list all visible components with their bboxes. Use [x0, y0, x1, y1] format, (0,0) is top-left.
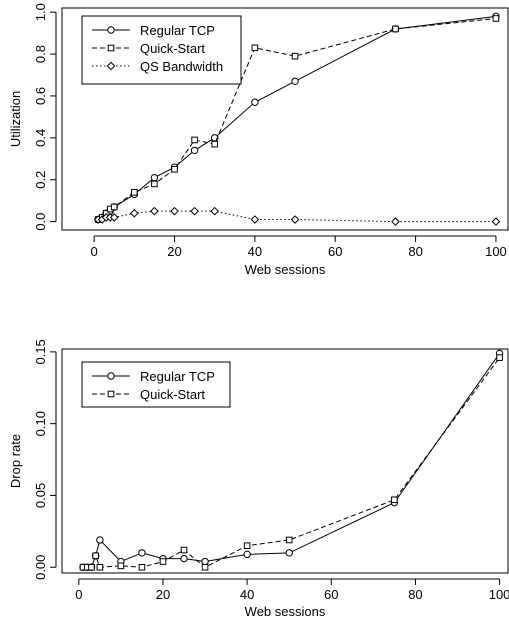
y-tick-label: 0.8	[33, 45, 48, 63]
data-point-square	[117, 562, 125, 570]
legend-marker-square	[107, 44, 115, 52]
x-axis: 0 20 40 60 80 100 Web sessions	[75, 578, 509, 619]
data-point-diamond	[170, 206, 179, 216]
legend-marker-square	[107, 390, 115, 398]
data-point-square	[92, 552, 99, 560]
y-tick-label: 0.10	[33, 411, 48, 436]
legend: Regular TCP Quick-Start	[81, 361, 231, 408]
y-tick-label: 0.0	[33, 213, 48, 231]
legend-marker-diamond	[106, 61, 116, 71]
x-tick-label: 20	[156, 587, 170, 602]
data-point-circle	[201, 557, 209, 566]
legend: Regular TCP Quick-Start QS Bandwidth	[81, 15, 242, 85]
data-point-square	[171, 165, 178, 173]
y-tick-label: 0.00	[33, 555, 48, 580]
x-axis-title: Web sessions	[245, 262, 326, 277]
x-tick-label: 80	[408, 587, 422, 602]
data-point-diamond	[391, 217, 400, 226]
y-axis: 0.0 0.2 0.4 0.6 0.8 1.0 Utilization	[8, 3, 57, 231]
data-point-square	[96, 563, 104, 571]
series-quick-start	[79, 354, 503, 571]
x-tick-label: 100	[489, 587, 509, 602]
legend-label: QS Bandwidth	[140, 59, 223, 74]
y-tick-label: 0.15	[33, 339, 48, 364]
x-tick-label: 60	[324, 587, 338, 602]
data-point-diamond	[109, 213, 119, 222]
data-point-circle	[291, 77, 299, 86]
chart-panel-2: 0 20 40 60 80 100 Web sessions 0.00 0.05 0.10 0.15…	[8, 339, 509, 619]
legend-marker-circle	[107, 26, 115, 34]
data-point-circle	[150, 173, 159, 182]
data-point-square	[496, 354, 503, 361]
y-axis-title: Drop rate	[8, 434, 23, 488]
plot-frame	[61, 348, 509, 574]
legend-label: Quick-Start	[140, 41, 205, 56]
data-point-square	[110, 203, 118, 211]
data-point-square	[285, 536, 293, 544]
data-point-square	[392, 25, 399, 33]
data-point-square	[159, 558, 167, 565]
x-tick-label: 0	[91, 244, 98, 259]
x-axis-title: Web sessions	[245, 604, 326, 619]
series-qs-bandwidth	[93, 206, 501, 226]
data-point-diamond	[190, 206, 199, 216]
data-point-circle	[96, 536, 104, 544]
data-point-square	[492, 15, 500, 22]
data-point-circle	[285, 549, 293, 557]
data-point-diamond	[491, 217, 501, 226]
data-point-diamond	[150, 206, 159, 216]
plot-frame	[61, 7, 509, 231]
x-tick-label: 40	[248, 244, 262, 259]
data-point-diamond	[250, 215, 260, 224]
chart-panel-1: 0 20 40 60 80 100 Web sessions 0.0 0.2 0.4 0.6 0.8 1…	[8, 3, 509, 277]
x-tick-label: 100	[485, 244, 507, 259]
y-tick-label: 0.6	[33, 87, 48, 105]
data-point-square	[191, 136, 198, 144]
legend-box	[81, 361, 231, 408]
data-point-diamond	[210, 206, 219, 216]
data-point-square	[243, 542, 251, 550]
legend-label: Quick-Start	[140, 387, 205, 402]
data-point-square	[391, 496, 398, 504]
y-axis: 0.00 0.05 0.10 0.15 Drop rate	[8, 339, 57, 580]
y-tick-label: 0.4	[33, 129, 48, 147]
x-tick-label: 40	[240, 587, 254, 602]
data-point-circle	[243, 550, 251, 559]
x-axis: 0 20 40 60 80 100 Web sessions	[91, 235, 507, 277]
data-point-circle	[180, 554, 188, 563]
x-tick-label: 20	[167, 244, 181, 259]
data-point-diamond	[130, 208, 139, 218]
data-point-diamond	[290, 215, 300, 224]
y-tick-label: 0.2	[33, 171, 48, 189]
data-point-square	[138, 563, 146, 571]
legend-label: Regular TCP	[140, 23, 215, 38]
y-tick-label: 1.0	[33, 3, 48, 21]
data-point-square	[151, 180, 158, 188]
data-point-circle	[138, 549, 146, 557]
data-point-square	[180, 546, 188, 554]
x-tick-label: 0	[75, 587, 82, 602]
legend-marker-circle	[107, 372, 115, 380]
legend-label: Regular TCP	[140, 369, 215, 384]
y-axis-title: Utilization	[8, 91, 23, 147]
x-tick-label: 60	[328, 244, 342, 259]
x-tick-label: 80	[408, 244, 422, 259]
data-point-square	[211, 140, 218, 148]
data-point-square	[88, 563, 95, 571]
data-point-square	[201, 563, 209, 571]
data-point-circle	[251, 98, 259, 106]
data-point-square	[251, 44, 259, 52]
y-tick-label: 0.05	[33, 483, 48, 508]
data-point-circle	[190, 146, 199, 155]
data-point-square	[291, 52, 299, 60]
data-point-square	[131, 189, 138, 196]
